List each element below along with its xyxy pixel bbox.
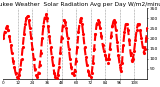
Title: Milwaukee Weather  Solar Radiation Avg per Day W/m2/minute: Milwaukee Weather Solar Radiation Avg pe…: [0, 2, 160, 7]
